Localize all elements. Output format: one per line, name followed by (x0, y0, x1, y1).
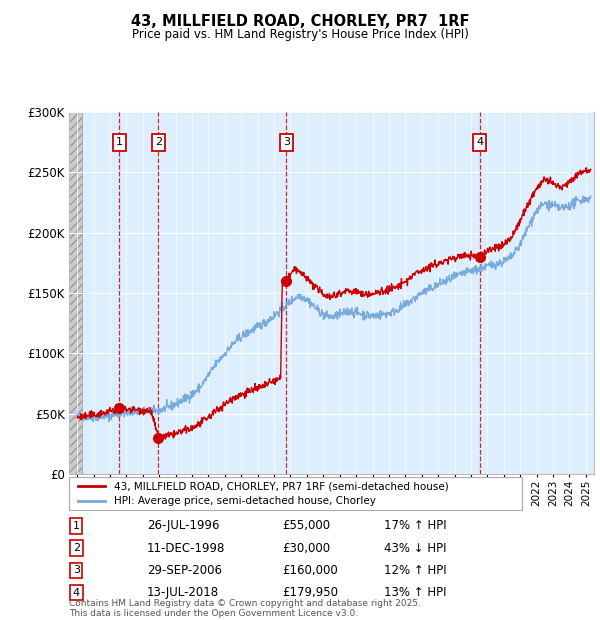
Text: 26-JUL-1996: 26-JUL-1996 (147, 520, 220, 532)
Text: £55,000: £55,000 (282, 520, 330, 532)
Text: 43, MILLFIELD ROAD, CHORLEY, PR7 1RF (semi-detached house): 43, MILLFIELD ROAD, CHORLEY, PR7 1RF (se… (115, 481, 449, 491)
Text: HPI: Average price, semi-detached house, Chorley: HPI: Average price, semi-detached house,… (115, 496, 376, 506)
Text: 11-DEC-1998: 11-DEC-1998 (147, 542, 226, 554)
Bar (69, 112, 82, 474)
Text: 1: 1 (73, 521, 80, 531)
Text: 3: 3 (73, 565, 80, 575)
Text: 43, MILLFIELD ROAD, CHORLEY, PR7  1RF: 43, MILLFIELD ROAD, CHORLEY, PR7 1RF (131, 14, 469, 29)
Text: £179,950: £179,950 (282, 587, 338, 599)
Text: 29-SEP-2006: 29-SEP-2006 (147, 564, 222, 577)
Text: 12% ↑ HPI: 12% ↑ HPI (384, 564, 446, 577)
Text: Contains HM Land Registry data © Crown copyright and database right 2025.
This d: Contains HM Land Registry data © Crown c… (69, 599, 421, 618)
Text: Price paid vs. HM Land Registry's House Price Index (HPI): Price paid vs. HM Land Registry's House … (131, 28, 469, 41)
Text: £30,000: £30,000 (282, 542, 330, 554)
Text: 13-JUL-2018: 13-JUL-2018 (147, 587, 219, 599)
Text: 13% ↑ HPI: 13% ↑ HPI (384, 587, 446, 599)
Text: 4: 4 (73, 588, 80, 598)
Text: 2: 2 (73, 543, 80, 553)
Text: 3: 3 (283, 138, 290, 148)
Bar (69, 112, 82, 474)
Text: 43% ↓ HPI: 43% ↓ HPI (384, 542, 446, 554)
Text: 17% ↑ HPI: 17% ↑ HPI (384, 520, 446, 532)
FancyBboxPatch shape (69, 477, 522, 510)
Text: 2: 2 (155, 138, 162, 148)
Text: 1: 1 (116, 138, 123, 148)
Text: 4: 4 (476, 138, 483, 148)
Text: £160,000: £160,000 (282, 564, 338, 577)
